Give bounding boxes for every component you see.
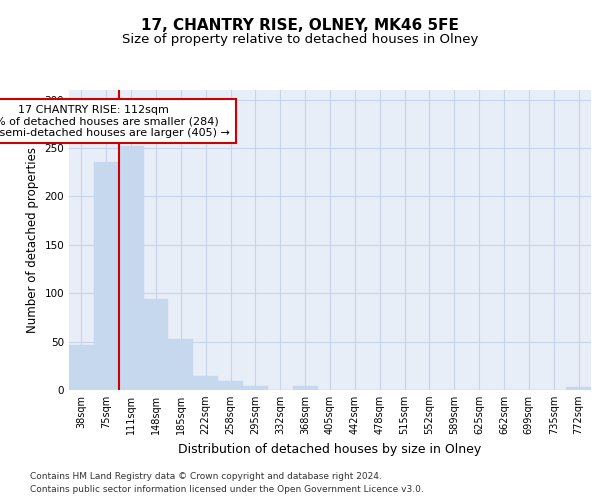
Bar (193, 376, 218, 390)
Text: Contains public sector information licensed under the Open Government Licence v3: Contains public sector information licen… (30, 485, 424, 494)
Text: Size of property relative to detached houses in Olney: Size of property relative to detached ho… (122, 32, 478, 46)
Bar (69, 344, 94, 390)
Bar (143, 299, 169, 390)
Bar (218, 382, 243, 390)
X-axis label: Distribution of detached houses by size in Olney: Distribution of detached houses by size … (178, 442, 482, 456)
Bar (243, 386, 268, 390)
Bar (566, 387, 591, 390)
Text: 17, CHANTRY RISE, OLNEY, MK46 5FE: 17, CHANTRY RISE, OLNEY, MK46 5FE (141, 18, 459, 32)
Text: Contains HM Land Registry data © Crown copyright and database right 2024.: Contains HM Land Registry data © Crown c… (30, 472, 382, 481)
Bar (94, 162, 119, 390)
Y-axis label: Number of detached properties: Number of detached properties (26, 147, 39, 333)
Text: 17 CHANTRY RISE: 112sqm
← 40% of detached houses are smaller (284)
58% of semi-d: 17 CHANTRY RISE: 112sqm ← 40% of detache… (0, 104, 230, 138)
Bar (169, 338, 193, 390)
Bar (119, 146, 143, 390)
Bar (293, 386, 317, 390)
